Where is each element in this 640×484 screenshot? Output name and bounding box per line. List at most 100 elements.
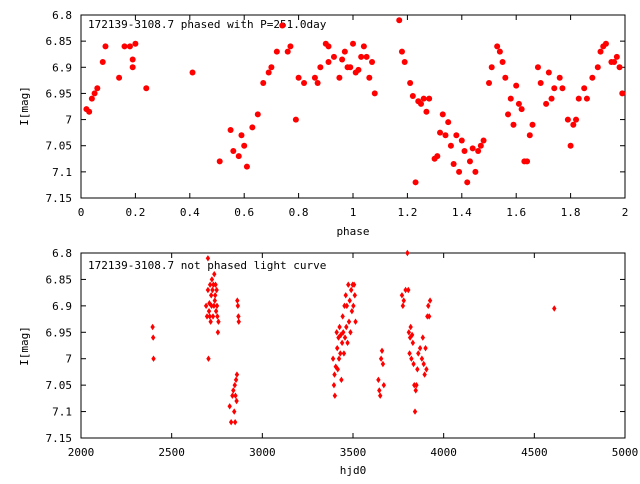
data-point [403,286,408,294]
data-point [406,329,412,336]
data-point [564,116,571,123]
y-tick-label: 6.9 [52,61,72,74]
data-point [351,281,357,288]
y-tick-label: 7.05 [46,379,73,392]
data-point [347,64,354,71]
data-point [234,397,239,405]
data-point [420,334,426,341]
x-tick-label: 5000 [612,446,639,459]
x-tick-label: 1.6 [506,206,526,219]
data-point [422,371,427,378]
data-point [230,392,235,399]
data-point [369,59,376,66]
data-point [339,376,344,384]
data-point [453,132,460,139]
data-point [151,355,156,362]
data-point [507,95,514,102]
data-point [335,344,340,352]
data-point [398,48,405,55]
data-point [260,79,267,86]
data-point [437,129,444,136]
data-point [215,313,220,320]
data-point [513,82,520,89]
data-point [214,286,219,294]
data-point [412,179,419,186]
data-point [396,17,403,24]
data-point [143,85,150,92]
data-point [317,64,324,71]
data-point [213,307,219,315]
data-point [342,302,347,310]
data-point [407,79,414,86]
data-point [559,85,566,92]
data-point [417,344,423,352]
data-point [338,350,343,357]
y-tick-label: 7.15 [46,192,73,205]
y-tick-label: 6.95 [46,87,73,100]
data-point [212,297,218,304]
data-point [611,59,618,66]
data-point [330,53,337,60]
data-point [189,69,196,76]
data-point [344,302,350,310]
data-point [227,403,232,410]
data-point [427,297,433,304]
data-point [494,43,501,50]
data-point [405,249,410,257]
data-point [332,371,337,378]
data-point [342,334,348,341]
y-axis-label: I[mag] [18,326,31,366]
data-points [83,17,626,186]
x-axis-label: hjd0 [340,464,367,477]
data-point [401,297,406,304]
data-point [371,90,378,97]
data-point [518,106,525,113]
data-point [456,168,463,175]
data-point [434,153,441,160]
data-point [279,22,286,29]
data-point [284,48,291,55]
data-point [381,381,387,389]
data-point [347,297,352,304]
data-point [343,292,348,299]
data-point [349,307,355,315]
data-point [215,329,221,336]
chart-title: 172139-3108.7 not phased light curve [88,259,326,272]
chart-title: 172139-3108.7 phased with P=251.0day [88,18,327,31]
data-point [426,302,431,310]
data-point [352,292,358,299]
data-point [334,329,339,336]
data-point [581,85,588,92]
data-point [346,318,352,325]
data-point [116,74,123,81]
data-point [409,331,415,339]
data-point [341,48,348,55]
data-point [445,119,452,126]
data-point [480,137,487,144]
x-tick-label: 4000 [430,446,457,459]
data-point [208,292,214,299]
x-axis-label: phase [336,225,369,238]
data-point [363,53,370,60]
data-point [212,292,218,299]
data-point [205,255,211,262]
data-point [340,313,345,320]
data-point [348,329,353,336]
data-point [616,64,623,71]
data-point [416,350,421,357]
data-point [421,360,426,368]
data-point [345,339,350,347]
data-point [126,43,133,50]
data-point [254,111,261,118]
data-point [515,100,522,107]
data-point [216,318,221,325]
data-point [358,53,365,60]
data-point [353,318,358,325]
data-point [450,161,457,168]
y-tick-label: 7.1 [52,406,72,419]
data-point [99,59,106,66]
data-point [472,168,479,175]
data-point [602,40,609,47]
data-point [597,48,604,55]
